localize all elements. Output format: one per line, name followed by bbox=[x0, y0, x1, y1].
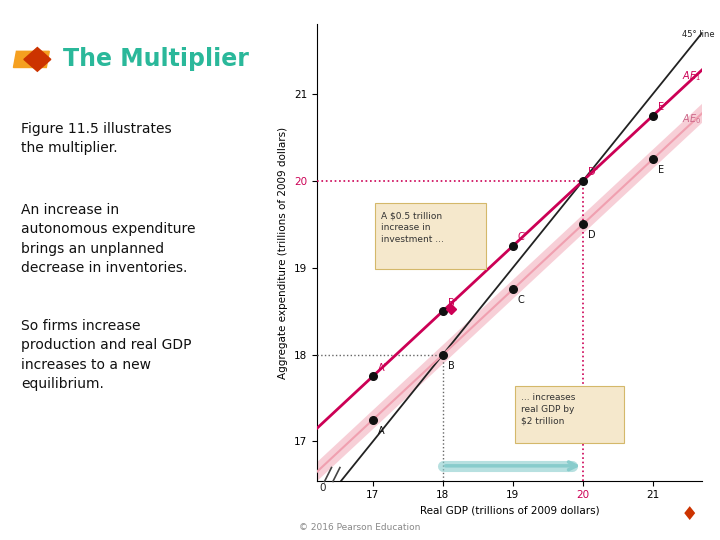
Text: A': A' bbox=[378, 363, 387, 373]
Text: E: E bbox=[658, 165, 664, 175]
Text: © 2016 Pearson Education: © 2016 Pearson Education bbox=[300, 523, 420, 532]
Polygon shape bbox=[14, 51, 49, 68]
Text: 45° line: 45° line bbox=[683, 30, 715, 39]
Text: A $0.5 trillion
increase in
investment ...: A $0.5 trillion increase in investment .… bbox=[381, 211, 444, 244]
Text: ♦: ♦ bbox=[681, 505, 698, 524]
X-axis label: Real GDP (trillions of 2009 dollars): Real GDP (trillions of 2009 dollars) bbox=[420, 506, 599, 516]
Text: B': B' bbox=[448, 298, 457, 308]
FancyBboxPatch shape bbox=[515, 386, 624, 443]
Y-axis label: Aggregate expenditure (trillions of 2009 dollars): Aggregate expenditure (trillions of 2009… bbox=[278, 126, 288, 379]
Text: A: A bbox=[378, 426, 384, 436]
Text: $AE_1$: $AE_1$ bbox=[683, 69, 701, 83]
Text: So firms increase
production and real GDP
increases to a new
equilibrium.: So firms increase production and real GD… bbox=[21, 319, 192, 391]
Text: E': E' bbox=[658, 102, 667, 112]
Text: C: C bbox=[518, 295, 525, 306]
Text: 0: 0 bbox=[319, 483, 325, 493]
Text: The Multiplier: The Multiplier bbox=[63, 48, 248, 71]
Text: D: D bbox=[588, 230, 595, 240]
Text: B: B bbox=[448, 361, 454, 370]
Text: D': D' bbox=[588, 167, 598, 177]
Text: Figure 11.5 illustrates
the multiplier.: Figure 11.5 illustrates the multiplier. bbox=[21, 122, 171, 155]
Text: $AE_0$: $AE_0$ bbox=[683, 112, 701, 126]
Text: An increase in
autonomous expenditure
brings an unplanned
decrease in inventorie: An increase in autonomous expenditure br… bbox=[21, 202, 195, 275]
Polygon shape bbox=[24, 48, 51, 71]
Text: C': C' bbox=[518, 232, 527, 242]
FancyBboxPatch shape bbox=[375, 204, 486, 269]
Text: ... increases
real GDP by
$2 trillion: ... increases real GDP by $2 trillion bbox=[521, 393, 576, 426]
